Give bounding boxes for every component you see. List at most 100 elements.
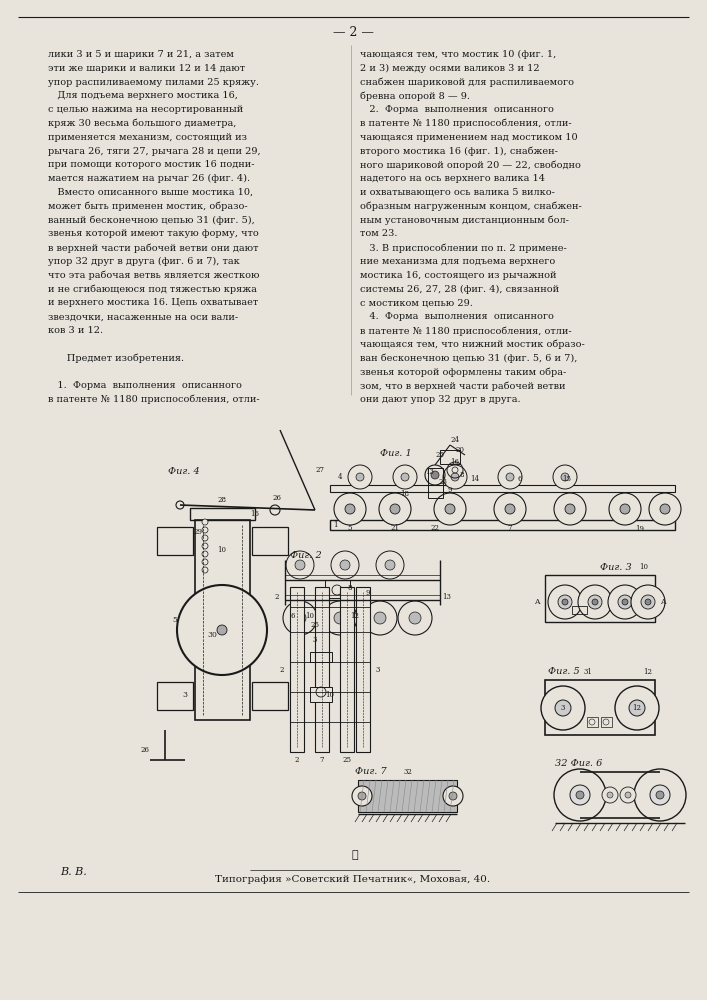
Text: ков 3 и 12.: ков 3 и 12. xyxy=(48,326,103,335)
Circle shape xyxy=(570,785,590,805)
Circle shape xyxy=(609,493,641,525)
Text: второго мостика 16 (фиг. 1), снабжен-: второго мостика 16 (фиг. 1), снабжен- xyxy=(360,147,558,156)
Text: 27: 27 xyxy=(315,466,325,474)
Bar xyxy=(330,485,675,492)
Text: системы 26, 27, 28 (фиг. 4), связанной: системы 26, 27, 28 (фиг. 4), связанной xyxy=(360,285,559,294)
Bar xyxy=(545,575,655,622)
Circle shape xyxy=(401,473,409,481)
Text: 3: 3 xyxy=(182,691,187,699)
Text: 8: 8 xyxy=(460,471,464,479)
Text: ван бесконечною цепью 31 (фиг. 5, 6 и 7),: ван бесконечною цепью 31 (фиг. 5, 6 и 7)… xyxy=(360,354,578,363)
Circle shape xyxy=(561,473,569,481)
Circle shape xyxy=(625,792,631,798)
Text: 13: 13 xyxy=(426,468,434,476)
Text: и верхнего мостика 16. Цепь охватывает: и верхнего мостика 16. Цепь охватывает xyxy=(48,298,258,307)
Text: 22: 22 xyxy=(431,524,440,532)
Circle shape xyxy=(443,465,467,489)
Circle shape xyxy=(650,785,670,805)
Text: ✦: ✦ xyxy=(351,850,358,860)
Circle shape xyxy=(340,560,350,570)
Text: — 2 —: — 2 — xyxy=(332,25,373,38)
Bar xyxy=(325,580,350,598)
Circle shape xyxy=(562,599,568,605)
Text: они дают упор 32 друг в друга.: они дают упор 32 друг в друга. xyxy=(360,395,520,404)
Text: 28: 28 xyxy=(218,496,226,504)
Bar xyxy=(157,682,193,710)
Text: Фиг. 2: Фиг. 2 xyxy=(290,550,322,560)
Circle shape xyxy=(554,493,586,525)
Circle shape xyxy=(202,527,208,533)
Circle shape xyxy=(660,504,670,514)
Bar xyxy=(358,780,457,812)
Text: 2: 2 xyxy=(275,593,279,601)
Text: Предмет изобретения.: Предмет изобретения. xyxy=(48,354,184,363)
Circle shape xyxy=(379,493,411,525)
Text: 2: 2 xyxy=(295,756,299,764)
Text: 15: 15 xyxy=(563,475,571,483)
Bar xyxy=(330,520,675,530)
Bar xyxy=(601,717,612,727)
Text: 7: 7 xyxy=(320,756,325,764)
Text: 2 и 3) между осями валиков 3 и 12: 2 и 3) между осями валиков 3 и 12 xyxy=(360,64,539,73)
Text: 5: 5 xyxy=(348,524,352,532)
Text: 25: 25 xyxy=(310,621,320,629)
Circle shape xyxy=(409,612,421,624)
Text: эти же шарики и валики 12 и 14 дают: эти же шарики и валики 12 и 14 дают xyxy=(48,64,245,73)
Circle shape xyxy=(494,493,526,525)
Circle shape xyxy=(358,792,366,800)
Text: с мостиком цепью 29.: с мостиком цепью 29. xyxy=(360,298,473,307)
Text: 25: 25 xyxy=(342,756,351,764)
Circle shape xyxy=(631,585,665,619)
Bar xyxy=(195,520,250,720)
Text: 26: 26 xyxy=(272,494,281,502)
Text: при помощи которого мостик 16 подни-: при помощи которого мостик 16 подни- xyxy=(48,160,255,169)
Circle shape xyxy=(506,473,514,481)
Bar xyxy=(190,508,255,520)
Circle shape xyxy=(443,786,463,806)
Text: том 23.: том 23. xyxy=(360,229,397,238)
Text: с целью нажима на несортированный: с целью нажима на несортированный xyxy=(48,105,243,114)
Bar xyxy=(428,468,443,498)
Circle shape xyxy=(398,601,432,635)
Bar xyxy=(315,587,329,752)
Bar xyxy=(440,450,460,464)
Bar xyxy=(356,587,370,752)
Bar xyxy=(340,587,354,752)
Circle shape xyxy=(434,493,466,525)
Circle shape xyxy=(449,792,457,800)
Text: и не сгибающеюся под тяжестью кряжа: и не сгибающеюся под тяжестью кряжа xyxy=(48,285,257,294)
Circle shape xyxy=(578,585,612,619)
Circle shape xyxy=(629,700,645,716)
Circle shape xyxy=(602,787,618,803)
Circle shape xyxy=(565,504,575,514)
Text: 1.  Форма  выполнения  описанного: 1. Форма выполнения описанного xyxy=(48,381,242,390)
Circle shape xyxy=(270,505,280,515)
Text: 5: 5 xyxy=(173,616,177,624)
Bar xyxy=(252,682,288,710)
Text: рычага 26, тяги 27, рычага 28 и цепи 29,: рычага 26, тяги 27, рычага 28 и цепи 29, xyxy=(48,147,261,156)
Circle shape xyxy=(385,560,395,570)
Text: 14: 14 xyxy=(470,475,479,483)
Text: 13: 13 xyxy=(443,593,452,601)
Bar xyxy=(310,652,332,662)
Text: чающаяся применением над мостиком 10: чающаяся применением над мостиком 10 xyxy=(360,133,578,142)
Text: надетого на ось верхнего валика 14: надетого на ось верхнего валика 14 xyxy=(360,174,545,183)
Bar xyxy=(157,527,193,555)
Text: снабжен шариковой для распиливаемого: снабжен шариковой для распиливаемого xyxy=(360,78,574,87)
Text: 12: 12 xyxy=(351,612,359,620)
Bar xyxy=(587,717,598,727)
Text: 29: 29 xyxy=(194,528,202,536)
Text: 32: 32 xyxy=(404,768,412,776)
Bar xyxy=(290,587,304,752)
Circle shape xyxy=(202,519,208,525)
Text: 21: 21 xyxy=(390,524,399,532)
Circle shape xyxy=(202,551,208,557)
Circle shape xyxy=(356,473,364,481)
Text: 30: 30 xyxy=(207,631,217,639)
Circle shape xyxy=(202,559,208,565)
Circle shape xyxy=(641,595,655,609)
Text: 10: 10 xyxy=(640,563,648,571)
Text: Типография »Советский Печатник«, Моховая, 40.: Типография »Советский Печатник«, Моховая… xyxy=(216,874,491,884)
Text: 19: 19 xyxy=(636,525,645,533)
Text: применяется механизм, состоящий из: применяется механизм, состоящий из xyxy=(48,133,247,142)
